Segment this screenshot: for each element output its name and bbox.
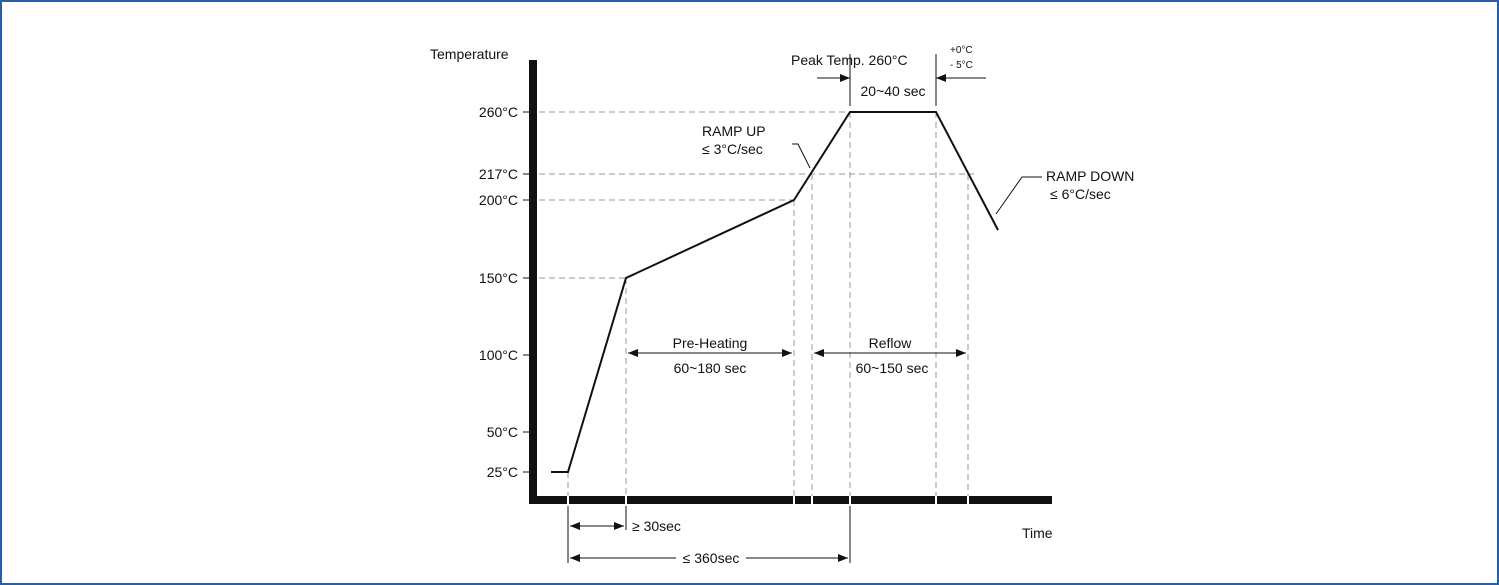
peak-tolerance-minus: - 5°C bbox=[950, 60, 973, 71]
x-axis-notches bbox=[567, 496, 969, 505]
min-time-label: ≥ 30sec bbox=[632, 518, 681, 534]
y-tick-label: 25°C bbox=[487, 464, 518, 480]
peak-time-label: 20~40 sec bbox=[861, 83, 926, 99]
y-tick-label: 260°C bbox=[479, 104, 518, 120]
y-tick-label: 217°C bbox=[479, 166, 518, 182]
max-time-label: ≤ 360sec bbox=[683, 550, 740, 566]
reflow-time: 60~150 sec bbox=[856, 360, 929, 376]
min-time-dimension bbox=[567, 506, 627, 563]
ramp-down-leader bbox=[995, 176, 1042, 215]
pre-heating-label: Pre-Heating bbox=[673, 335, 748, 351]
peak-tolerance-plus: +0°C bbox=[950, 45, 973, 56]
peak-time-dimension bbox=[817, 54, 986, 106]
temperature-profile-line bbox=[551, 111, 999, 473]
peak-temp-label: Peak Temp. 260°C bbox=[791, 52, 908, 68]
ramp-up-label: RAMP UP bbox=[702, 123, 766, 139]
pre-heating-time: 60~180 sec bbox=[674, 360, 747, 376]
y-ticks bbox=[523, 111, 529, 473]
y-tick-label: 150°C bbox=[479, 270, 518, 286]
ramp-up-leader bbox=[792, 143, 811, 169]
ramp-up-rate: ≤ 3°C/sec bbox=[702, 141, 763, 157]
reflow-label: Reflow bbox=[869, 335, 913, 351]
ramp-down-label: RAMP DOWN bbox=[1046, 168, 1134, 184]
max-time-dimension bbox=[570, 506, 851, 563]
reflow-dimension bbox=[814, 349, 966, 357]
y-tick-label: 200°C bbox=[479, 192, 518, 208]
y-axis-label: Temperature bbox=[430, 46, 509, 62]
ramp-down-rate: ≤ 6°C/sec bbox=[1050, 186, 1111, 202]
y-tick-label: 100°C bbox=[479, 347, 518, 363]
x-axis-label: Time bbox=[1022, 525, 1053, 541]
pre-heating-dimension bbox=[628, 349, 792, 357]
y-tick-label: 50°C bbox=[487, 424, 518, 440]
